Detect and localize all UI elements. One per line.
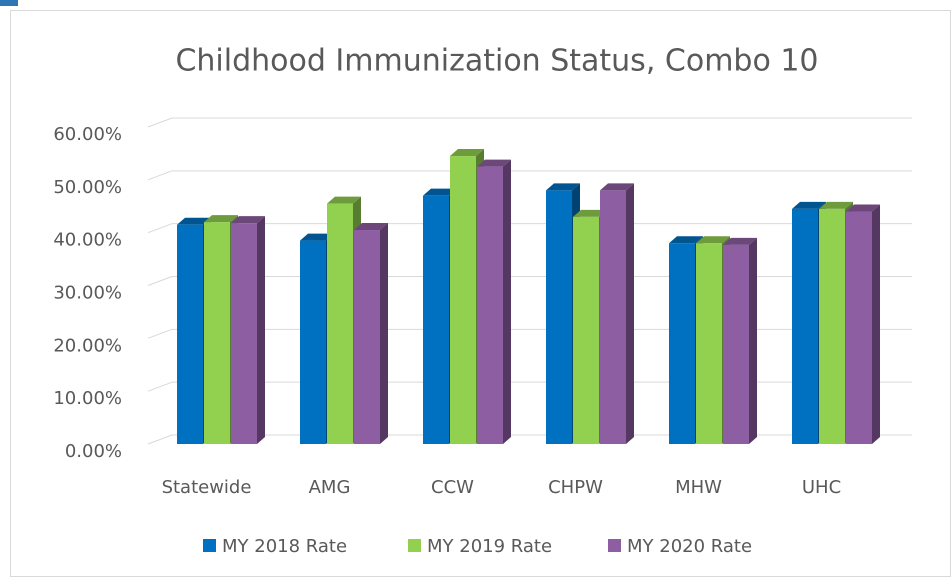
grid-line [147, 434, 173, 445]
bar-top [546, 183, 580, 191]
bar-top [231, 216, 265, 224]
bar-top [450, 149, 484, 157]
grid-line [147, 223, 173, 234]
bar-side [749, 237, 757, 444]
bar-side [257, 216, 265, 444]
bar-top [423, 188, 457, 196]
y-tick-label: 0.00% [65, 441, 122, 462]
grid-line [147, 170, 173, 181]
grid-line [147, 381, 173, 392]
y-tick-label: 40.00% [53, 230, 122, 251]
x-tick-label: UHC [802, 477, 841, 498]
y-tick-label: 60.00% [53, 124, 122, 145]
bar [546, 190, 572, 444]
bar [423, 195, 449, 444]
corner-accent [0, 0, 18, 6]
bar-top [177, 217, 211, 225]
bar [846, 211, 872, 444]
y-tick-label: 30.00% [53, 283, 122, 304]
y-tick-label: 50.00% [53, 177, 122, 198]
grid-line [147, 117, 173, 128]
bar-side [872, 204, 880, 444]
bar [327, 203, 353, 444]
bar [819, 208, 845, 444]
legend-label: MY 2020 Rate [627, 536, 752, 557]
bar [354, 230, 380, 444]
bar-top [327, 196, 361, 204]
bar-side [626, 183, 634, 444]
bar-top [696, 236, 730, 244]
x-tick-label: MHW [675, 477, 722, 498]
bar-top [354, 223, 388, 231]
x-tick-label: Statewide [162, 477, 252, 498]
bar-top [300, 233, 334, 241]
bar [600, 190, 626, 444]
bar [204, 222, 230, 444]
x-tick-label: CHPW [548, 477, 603, 498]
bar-top [669, 236, 703, 244]
bar [669, 243, 695, 444]
bar-top [792, 201, 826, 209]
legend-label: MY 2018 Rate [222, 536, 347, 557]
bar-side [503, 159, 511, 444]
bar [792, 208, 818, 444]
grid-line [147, 276, 173, 286]
legend-swatch [203, 539, 216, 552]
grid-line [147, 328, 173, 339]
bar [573, 216, 599, 444]
bar [231, 223, 257, 444]
bar-top [573, 209, 607, 217]
bar-top [600, 183, 634, 191]
bar-top [204, 215, 238, 223]
chart-title: Childhood Immunization Status, Combo 10 [175, 44, 818, 79]
x-tick-label: CCW [431, 477, 474, 498]
bar [696, 243, 722, 444]
bar [477, 166, 503, 444]
x-tick-label: AMG [309, 477, 351, 498]
bar-top [819, 201, 853, 209]
y-tick-label: 20.00% [53, 335, 122, 356]
bar [723, 244, 749, 444]
y-tick-label: 10.00% [53, 388, 122, 409]
bar-side [380, 223, 388, 444]
bar [300, 240, 326, 444]
bar [450, 156, 476, 444]
legend-swatch [408, 539, 421, 552]
bar-top [477, 159, 511, 167]
bar-top [723, 237, 757, 245]
bar-top [846, 204, 880, 212]
bar [177, 224, 203, 444]
legend-swatch [608, 539, 621, 552]
legend-label: MY 2019 Rate [427, 536, 552, 557]
